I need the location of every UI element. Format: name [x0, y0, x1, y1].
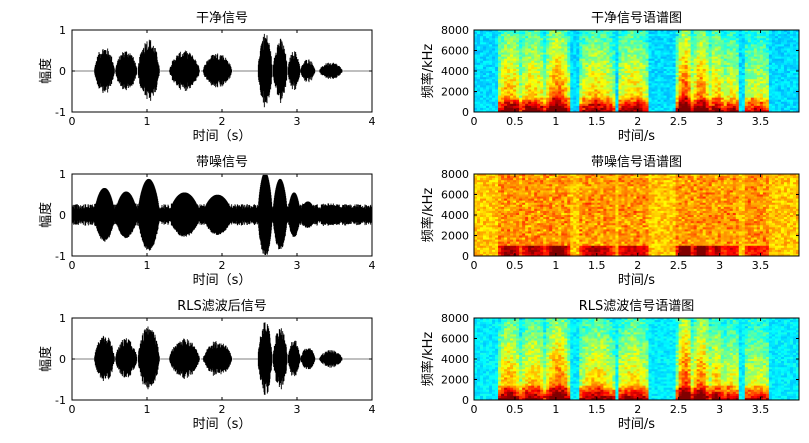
y-axis-label: 幅度: [38, 202, 54, 228]
x-tick-label: 0: [69, 115, 76, 128]
y-tick-label: 4000: [441, 65, 469, 78]
x-tick-label: 4: [369, 403, 376, 416]
y-tick-label: 0: [59, 209, 66, 222]
y-tick-label: 2000: [441, 374, 469, 387]
y-tick-label: 1: [59, 24, 66, 37]
y-axis-label: 频率/kHz: [420, 332, 436, 387]
x-tick-label: 2: [634, 115, 641, 128]
x-tick-label: 3: [716, 259, 723, 272]
spectrogram-image: [474, 318, 799, 400]
waveform-line: [71, 322, 373, 395]
waveform-line: [71, 33, 373, 108]
y-tick-label: 0: [59, 353, 66, 366]
y-tick-label: -1: [55, 106, 66, 119]
x-tick-label: 3: [294, 403, 301, 416]
x-axis-label: 时间/s: [618, 273, 655, 288]
y-tick-label: 2000: [441, 86, 469, 99]
x-tick-label: 0: [69, 259, 76, 272]
spectrogram-image: [474, 30, 799, 112]
x-tick-label: 1: [144, 403, 151, 416]
x-tick-label: 2: [219, 259, 226, 272]
x-axis-label: 时间（s）: [193, 273, 252, 288]
x-tick-label: 3: [294, 115, 301, 128]
x-tick-label: 1: [552, 259, 559, 272]
y-axis-label: 频率/kHz: [420, 44, 436, 99]
y-tick-label: 6000: [441, 333, 469, 346]
x-tick-label: 2: [219, 403, 226, 416]
chart-title: 带噪信号语谱图: [591, 155, 682, 170]
x-tick-label: 0: [471, 403, 478, 416]
x-tick-label: 1: [552, 403, 559, 416]
x-tick-label: 1: [144, 115, 151, 128]
x-tick-label: 3: [294, 259, 301, 272]
x-tick-label: 0.5: [506, 115, 524, 128]
y-axis-label: 幅度: [38, 58, 54, 84]
x-tick-label: 0: [471, 259, 478, 272]
y-tick-label: -1: [55, 250, 66, 263]
x-tick-label: 3: [716, 403, 723, 416]
x-tick-label: 3: [716, 115, 723, 128]
x-tick-label: 2: [634, 259, 641, 272]
y-axis-label: 幅度: [38, 346, 54, 372]
x-tick-label: 3.5: [752, 403, 770, 416]
y-tick-label: 6000: [441, 189, 469, 202]
x-tick-label: 2.5: [670, 259, 688, 272]
spectrogram-chart-5: 0 0.5 1 1.5 2 2.5 3 3.5 8000 6000 4000 2000 0 RLS滤波信号…: [420, 299, 800, 432]
x-tick-label: 2.5: [670, 403, 688, 416]
y-tick-label: 1: [59, 312, 66, 325]
y-tick-label: 4000: [441, 209, 469, 222]
x-tick-label: 2.5: [670, 115, 688, 128]
y-tick-label: 4000: [441, 353, 469, 366]
x-axis-label: 时间/s: [618, 129, 655, 144]
y-tick-label: 1: [59, 168, 66, 181]
chart-title: RLS滤波后信号: [177, 299, 267, 314]
spectrogram-chart-3: 0 0.5 1 1.5 2 2.5 3 3.5 8000 6000 4000 2000 0 带噪信号语谱图…: [420, 155, 800, 288]
y-tick-label: 8000: [441, 168, 469, 181]
x-tick-label: 4: [369, 259, 376, 272]
waveform-line: [71, 174, 373, 255]
x-axis-label: 时间/s: [618, 417, 655, 432]
x-tick-label: 3.5: [752, 115, 770, 128]
y-tick-label: -1: [55, 394, 66, 407]
x-axis-label: 时间（s）: [193, 129, 252, 144]
x-tick-label: 0.5: [506, 259, 524, 272]
x-tick-label: 1: [552, 115, 559, 128]
x-tick-label: 1: [144, 259, 151, 272]
chart-title: 干净信号: [196, 11, 248, 26]
chart-title: 带噪信号: [196, 155, 248, 170]
spectrogram-image: [474, 174, 799, 256]
spectrogram-chart-1: 0 0.5 1 1.5 2 2.5 3 3.5 8000 6000 4000 2000 0 干净信号语谱图…: [420, 11, 800, 144]
x-tick-label: 0: [471, 115, 478, 128]
x-tick-label: 2: [219, 115, 226, 128]
y-tick-label: 8000: [441, 24, 469, 37]
y-tick-label: 0: [462, 106, 469, 119]
chart-title: RLS滤波信号语谱图: [579, 299, 695, 314]
y-tick-label: 2000: [441, 230, 469, 243]
x-tick-label: 1.5: [588, 115, 606, 128]
y-axis-label: 频率/kHz: [420, 188, 436, 243]
x-tick-label: 0.5: [506, 403, 524, 416]
x-tick-label: 4: [369, 115, 376, 128]
y-tick-label: 8000: [441, 312, 469, 325]
y-tick-label: 0: [59, 65, 66, 78]
x-tick-label: 0: [69, 403, 76, 416]
x-tick-label: 1.5: [588, 259, 606, 272]
x-tick-label: 3.5: [752, 259, 770, 272]
y-tick-label: 0: [462, 394, 469, 407]
x-tick-label: 2: [634, 403, 641, 416]
y-tick-label: 0: [462, 250, 469, 263]
chart-title: 干净信号语谱图: [591, 11, 682, 26]
y-tick-label: 6000: [441, 45, 469, 58]
x-tick-label: 1.5: [588, 403, 606, 416]
x-axis-label: 时间（s）: [193, 417, 252, 432]
